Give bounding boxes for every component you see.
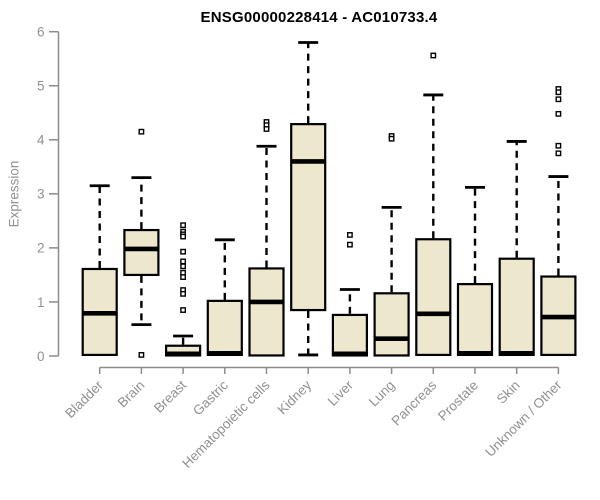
x-tick-label: Liver: [325, 377, 357, 409]
x-tick-label: Gastric: [190, 377, 231, 418]
outlier-point: [180, 248, 186, 255]
box-skin: [498, 257, 535, 357]
outlier-point: [555, 96, 562, 103]
box-hematopoietic-cells: [248, 267, 285, 357]
outlier-point: [388, 135, 395, 142]
outlier-point: [555, 142, 562, 149]
box-gastric: [206, 299, 243, 357]
box-brain: [123, 228, 160, 277]
box-liver: [331, 313, 368, 357]
y-tick-label: 3: [37, 187, 45, 202]
chart-title: ENSG00000228414 - AC010733.4: [200, 9, 438, 26]
y-tick-label: 5: [37, 79, 45, 94]
outlier-point: [347, 232, 353, 238]
x-tick-label: Prostate: [435, 378, 481, 424]
outlier-point: [180, 222, 186, 229]
box-lung: [373, 292, 410, 357]
outlier-point: [180, 263, 186, 270]
box-kidney: [290, 123, 327, 312]
x-tick-label: Kidney: [275, 377, 315, 417]
y-tick-label: 1: [37, 295, 45, 310]
box-pancreas: [415, 238, 452, 357]
x-tick-label: Lung: [366, 378, 398, 410]
outlier-point: [555, 89, 562, 96]
outlier-point: [138, 128, 145, 135]
outlier-point: [347, 241, 353, 248]
y-tick-label: 2: [37, 241, 45, 256]
outlier-point: [555, 110, 562, 117]
x-tick-label: Unknown / Other: [482, 377, 565, 460]
outlier-point: [180, 233, 186, 240]
outlier-point: [180, 307, 186, 313]
outlier-point: [430, 52, 437, 59]
x-tick-label: Brain: [115, 378, 148, 411]
x-tick-label: Bladder: [62, 377, 106, 421]
outlier-point: [555, 150, 562, 157]
outlier-point: [180, 274, 186, 280]
box-prostate: [456, 283, 494, 357]
y-tick-label: 4: [37, 133, 45, 148]
y-tick-label: 6: [37, 25, 45, 40]
outlier-point: [138, 352, 145, 358]
x-tick-label: Breast: [151, 377, 189, 415]
outlier-point: [180, 258, 186, 265]
x-tick-label: Skin: [494, 378, 523, 407]
x-tick-label: Pancreas: [388, 377, 439, 428]
outlier-point: [180, 290, 186, 297]
outlier-point: [263, 126, 270, 132]
y-tick-label: 0: [37, 349, 45, 364]
